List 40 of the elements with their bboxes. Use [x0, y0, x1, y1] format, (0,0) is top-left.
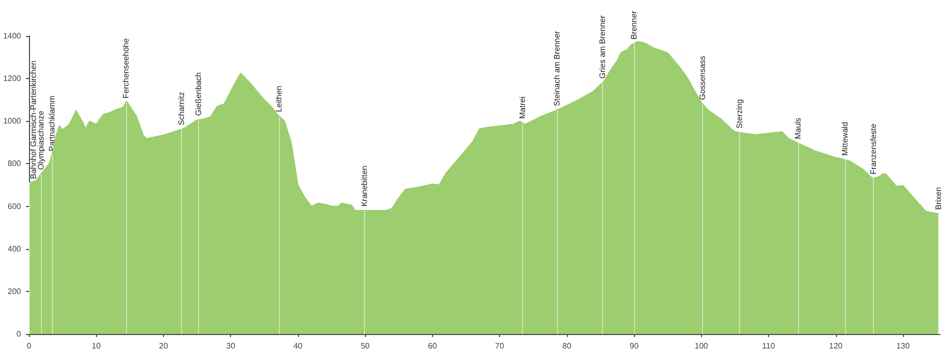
ref-line-label: Leithen — [274, 86, 284, 112]
x-tick-label: 110 — [762, 342, 776, 350]
ref-line-label: Brixen — [934, 187, 944, 210]
x-tick-label: 10 — [92, 342, 102, 350]
x-tick-label: 130 — [896, 342, 910, 350]
ref-line-label: Ferchenseehöhe — [121, 38, 130, 98]
ref-line-label: Sterzing — [735, 99, 744, 128]
ref-line-label: Matrei — [518, 96, 527, 119]
y-tick-label: 800 — [8, 159, 22, 168]
x-tick-label: 30 — [226, 342, 236, 350]
y-tick-label: 200 — [8, 286, 22, 296]
x-tick-label: 80 — [562, 342, 572, 350]
ref-line-label: Steinach am Brenner — [552, 30, 562, 106]
x-tick-label: 60 — [428, 342, 438, 350]
ref-line-label: Partnachklamm — [47, 95, 56, 152]
x-tick-label: 20 — [159, 342, 168, 350]
x-tick-label: 120 — [829, 342, 844, 350]
ref-line-label: Gießenbach — [194, 72, 203, 116]
y-tick-label: 600 — [8, 202, 22, 211]
x-tick-label: 90 — [630, 342, 640, 350]
ref-line-label: Kranebitten — [360, 166, 369, 207]
ref-line-label: Scharnitz — [177, 92, 186, 126]
ref-line-label: Mauls — [794, 118, 803, 140]
ref-line-label: Mittewald — [840, 122, 850, 156]
ref-line-label: Bahnhof Garmisch-Partenkirchen — [29, 60, 38, 179]
x-tick-label: 100 — [694, 342, 709, 350]
ref-line-label: Gossensass — [698, 56, 708, 100]
y-tick-label: 1000 — [3, 116, 22, 126]
y-tick-label: 1200 — [3, 74, 22, 84]
y-tick-label: 1400 — [3, 32, 22, 40]
x-tick-label: 0 — [26, 342, 32, 350]
y-tick-label: 400 — [8, 244, 22, 254]
x-tick-label: 50 — [360, 342, 370, 350]
y-tick-label: 0 — [16, 330, 22, 338]
ref-line-label: Gries am Brenner — [598, 15, 607, 79]
x-tick-label: 40 — [293, 342, 303, 350]
ref-line-label: Brenner — [630, 10, 639, 40]
x-tick-label: 70 — [495, 342, 505, 350]
ref-line-label: Olympiaschanze — [36, 110, 46, 170]
ref-line-label: Franzensfeste — [868, 123, 878, 174]
